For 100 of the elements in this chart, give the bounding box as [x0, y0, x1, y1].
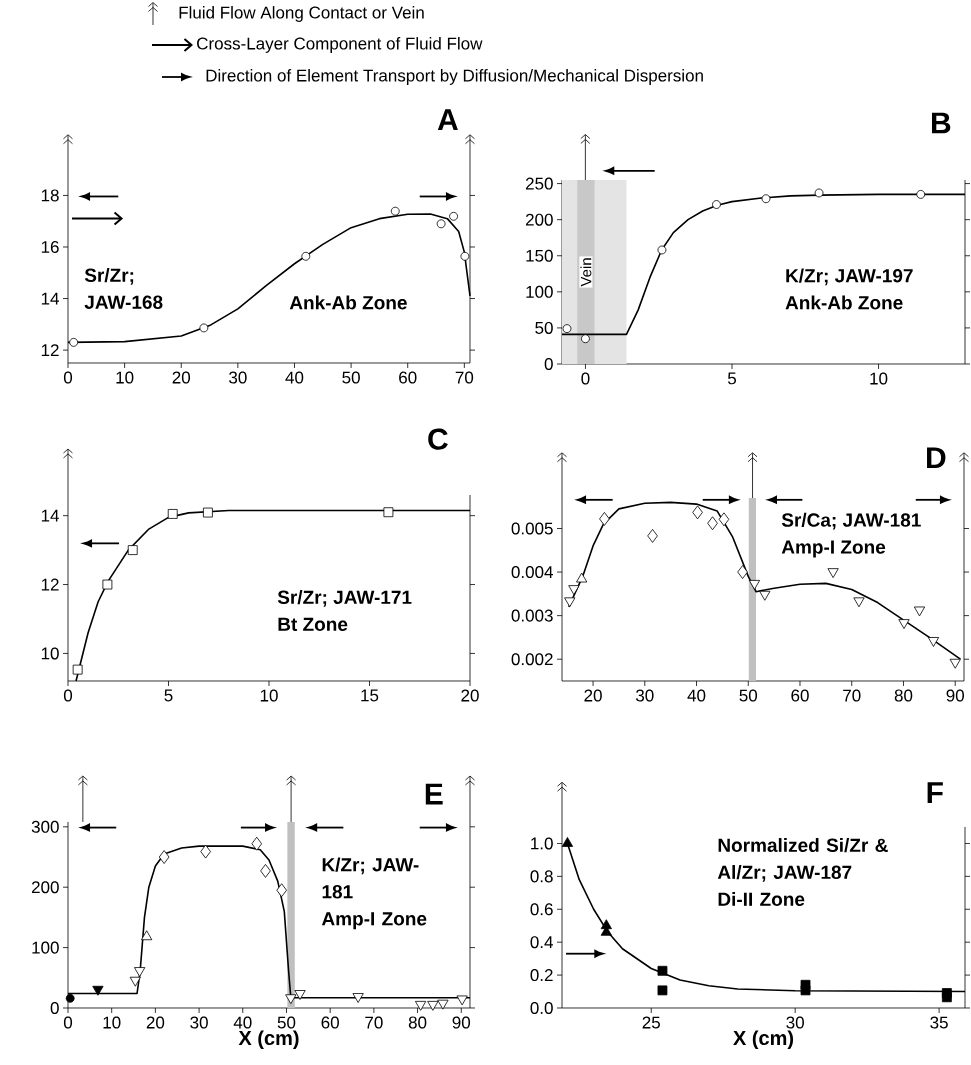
point: [460, 251, 470, 261]
y-tick-label: 150: [526, 249, 553, 262]
chart-title: A: [437, 109, 458, 130]
point: [294, 990, 306, 1000]
x-tick-label: 60: [399, 371, 417, 384]
point: [814, 188, 824, 198]
point: [898, 619, 910, 629]
point: [568, 585, 580, 596]
x-tick-label: 70: [455, 371, 474, 384]
annotation: K/Zr; JAW-197: [786, 268, 913, 286]
x-tick-label: 10: [103, 1016, 121, 1029]
y-tick-label: 0.003: [511, 609, 553, 622]
annotation: Sr/Zr; JAW-171: [277, 590, 412, 607]
x-tick-label: 50: [342, 371, 360, 384]
y-tick-label: 0.4: [530, 936, 553, 949]
annotation: Bt Zone: [278, 617, 348, 631]
point: [65, 993, 75, 1003]
point: [260, 864, 271, 878]
point: [561, 837, 574, 847]
point: [390, 206, 400, 216]
x-tick-label: 80: [408, 1016, 427, 1029]
point: [69, 337, 79, 347]
y-tick-label: 0: [544, 357, 553, 371]
point: [748, 579, 761, 590]
x-tick-label: 30: [635, 689, 654, 702]
annotation: Amp-I Zone: [321, 912, 427, 930]
y-tick-label: 12: [41, 578, 59, 591]
point: [564, 597, 576, 608]
y-tick-label: 0: [50, 1001, 59, 1015]
x-tick-label: 80: [894, 689, 913, 702]
y-tick-label: 0.2: [530, 969, 553, 982]
x-axis-title: X (cm): [733, 1030, 794, 1050]
y-tick-label: 50: [535, 321, 553, 334]
chart-title: F: [927, 782, 943, 803]
x-tick-label: 90: [452, 1016, 471, 1029]
point: [692, 505, 703, 520]
x-tick-label: 0: [63, 689, 73, 702]
point: [581, 334, 590, 344]
point: [199, 323, 209, 333]
text: Direction of Element Transport by Diffusion/Mechanical Dispersion: [206, 69, 703, 85]
y-tick-label: 0.0: [530, 1001, 553, 1015]
point: [72, 664, 83, 675]
x-tick-label: 70: [365, 1016, 383, 1029]
point: [301, 251, 311, 261]
chart-title: E: [425, 783, 443, 805]
y-tick-label: 18: [41, 189, 59, 202]
x-tick-label: 20: [172, 371, 191, 384]
annotation: Normalized Si/Zr & Al/Zr; JAW-187: [717, 838, 888, 882]
annotation: Ank-Ab Zone: [289, 295, 407, 310]
x-tick-label: 60: [321, 1016, 339, 1029]
x-tick-label: 35: [930, 1016, 948, 1029]
y-tick-label: 200: [31, 881, 59, 894]
annotation: Ank-Ab Zone: [785, 295, 903, 310]
y-tick-label: 200: [525, 213, 553, 226]
x-tick-label: 70: [843, 689, 861, 702]
point: [158, 850, 170, 864]
x-tick-label: 0: [581, 372, 590, 385]
point: [941, 992, 952, 1003]
x-tick-label: 30: [190, 1016, 208, 1029]
point: [916, 190, 926, 199]
x-tick-label: 90: [946, 689, 965, 702]
point: [759, 590, 771, 601]
x-tick-label: 40: [233, 1016, 252, 1029]
point: [456, 995, 468, 1006]
point: [436, 219, 446, 229]
x-tick-label: 15: [361, 689, 379, 702]
x-tick-label: 30: [229, 371, 247, 384]
point: [827, 568, 839, 579]
x-tick-label: 20: [146, 1016, 165, 1029]
y-tick-label: 16: [41, 240, 59, 254]
point: [203, 507, 213, 518]
point: [383, 507, 394, 518]
point: [127, 545, 138, 555]
point: [134, 967, 146, 977]
point: [657, 245, 667, 255]
x-tick-label: 60: [791, 689, 809, 702]
x-tick-label: 5: [727, 372, 736, 385]
y-tick-label: 0.8: [530, 870, 553, 883]
point: [657, 985, 668, 996]
annotation: Sr/Zr; JAW-168: [84, 268, 163, 309]
point: [352, 993, 364, 1003]
point: [102, 579, 113, 590]
y-tick-label: 0.002: [511, 653, 553, 666]
point: [92, 985, 104, 996]
text: Fluid Flow Along Contact or Vein: [179, 6, 424, 22]
point: [657, 965, 668, 976]
point: [927, 637, 940, 647]
point: [141, 930, 153, 941]
point: [449, 211, 458, 221]
text: Cross-Layer Component of Fluid Flow: [197, 37, 483, 53]
chart-title: C: [428, 428, 448, 450]
x-tick-label: 10: [870, 372, 888, 385]
y-tick-label: 0.6: [530, 903, 553, 916]
point: [718, 512, 730, 527]
point: [800, 985, 811, 996]
x-tick-label: 20: [584, 689, 602, 702]
x-tick-label: 40: [285, 371, 304, 384]
x-tick-label: 25: [642, 1016, 660, 1029]
y-tick-label: 250: [525, 177, 553, 190]
point: [285, 994, 297, 1005]
